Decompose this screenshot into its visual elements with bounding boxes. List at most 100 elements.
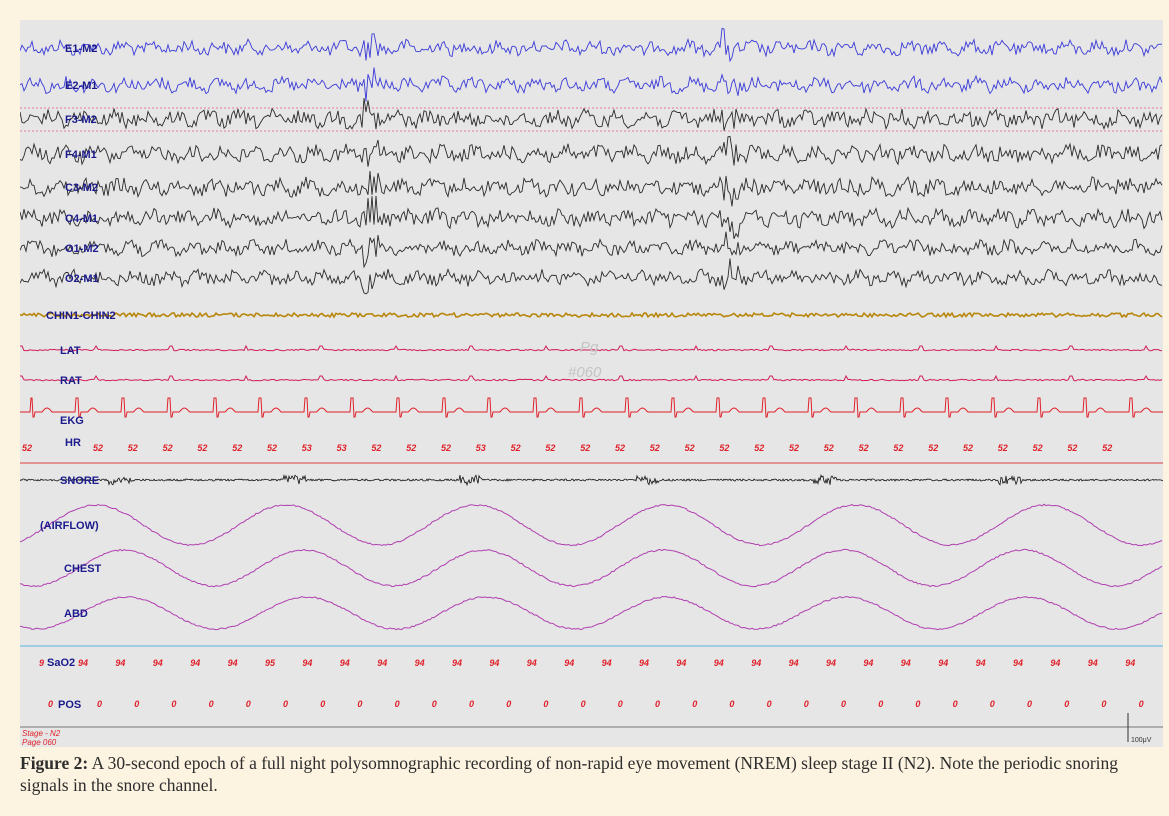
chest-label: CHEST — [64, 563, 102, 575]
hr-value: 52 — [1033, 443, 1043, 453]
pos-value: 0 — [283, 699, 288, 709]
sao2-value: 9 — [39, 658, 44, 668]
sao2-value: 95 — [265, 658, 276, 668]
snore-trace — [20, 473, 1163, 487]
hr-value: 52 — [824, 443, 834, 453]
pos-value: 0 — [209, 699, 214, 709]
o1-trace — [20, 231, 1163, 269]
pos-value: 0 — [767, 699, 772, 709]
sao2-value: 94 — [1125, 658, 1135, 668]
snore-label: SNORE — [60, 475, 99, 487]
chest-trace — [20, 548, 1163, 588]
c3-label: C3-M2 — [65, 182, 98, 194]
hr-value: 52 — [893, 443, 903, 453]
hr-value: 52 — [859, 443, 869, 453]
sao2-value: 94 — [901, 658, 911, 668]
hr-value: 52 — [441, 443, 451, 453]
o2-label: O2-M1 — [65, 273, 99, 285]
sao2-value: 94 — [976, 658, 986, 668]
caption-bold: Figure 2: — [20, 753, 89, 773]
pos-value: 0 — [48, 699, 53, 709]
hr-value: 53 — [302, 443, 312, 453]
pos-value: 0 — [357, 699, 362, 709]
sao2-value: 94 — [938, 658, 948, 668]
pos-value: 0 — [841, 699, 846, 709]
c4-trace — [20, 195, 1163, 239]
page-label: Page 060 — [22, 738, 57, 747]
hr-value: 52 — [267, 443, 277, 453]
sao2-value: 94 — [1050, 658, 1060, 668]
separator-lines — [20, 107, 1163, 728]
lat-trace — [20, 344, 1163, 352]
pos-value: 0 — [469, 699, 474, 709]
lat-label: LAT — [60, 345, 81, 357]
sao2-value: 94 — [228, 658, 238, 668]
hr-value: 52 — [406, 443, 416, 453]
o1-label: O1-M2 — [65, 243, 99, 255]
sao2-value: 94 — [527, 658, 537, 668]
f3-trace — [20, 98, 1163, 131]
sao2-value: 94 — [789, 658, 799, 668]
c3-trace — [20, 171, 1163, 207]
pos-value: 0 — [506, 699, 511, 709]
hr-value: 53 — [476, 443, 486, 453]
e1-label: E1-M2 — [65, 43, 97, 55]
sao2-value: 94 — [1013, 658, 1023, 668]
sao2-value: 94 — [602, 658, 612, 668]
hr-value: 52 — [128, 443, 138, 453]
pos-value: 0 — [97, 699, 102, 709]
sao2-value: 94 — [78, 658, 88, 668]
channel-labels: E1-M2 E2-M1 F3-M2 F4-M1 C3-M2 C4-M1 O1-M2 O2-M1… — [40, 43, 116, 711]
hr-value: 52 — [163, 443, 173, 453]
f4-label: F4-M1 — [65, 149, 97, 161]
hr-value: 52 — [615, 443, 625, 453]
pos-value: 0 — [581, 699, 586, 709]
rat-label: RAT — [60, 375, 82, 387]
sao2-value: 94 — [863, 658, 873, 668]
sao2-value: 94 — [1088, 658, 1098, 668]
e2-trace — [20, 67, 1163, 102]
hr-value: 52 — [650, 443, 660, 453]
sao2-value: 94 — [489, 658, 499, 668]
airflow-label: (AIRFLOW) — [40, 520, 99, 532]
hr-value: 52 — [1102, 443, 1112, 453]
sao2-value: 94 — [190, 658, 200, 668]
hr-value: 52 — [998, 443, 1008, 453]
hr-value: 52 — [754, 443, 764, 453]
pos-label: POS — [58, 699, 81, 711]
sao2-value: 94 — [714, 658, 724, 668]
signal-traces — [20, 27, 1163, 631]
ekg-label: EKG — [60, 415, 84, 427]
e2-label: E2-M1 — [65, 80, 97, 92]
hr-value: 52 — [22, 443, 32, 453]
sao2-value: 94 — [751, 658, 761, 668]
sao2-value: 94 — [826, 658, 836, 668]
pos-value: 0 — [320, 699, 325, 709]
watermark-line2: #060 — [568, 364, 602, 381]
watermark-line1: Pg — [580, 339, 599, 356]
f4-trace — [20, 135, 1163, 167]
hr-value: 52 — [1067, 443, 1077, 453]
pos-value: 0 — [1064, 699, 1069, 709]
hr-value: 52 — [511, 443, 521, 453]
pos-value: 0 — [878, 699, 883, 709]
sao2-value: 94 — [564, 658, 574, 668]
sao2-value: 94 — [377, 658, 387, 668]
pos-value: 0 — [953, 699, 958, 709]
sao2-value: 94 — [115, 658, 125, 668]
ekg-trace — [20, 397, 1163, 418]
hr-value: 52 — [232, 443, 242, 453]
pos-value: 0 — [618, 699, 623, 709]
pos-value: 0 — [543, 699, 548, 709]
pos-value: 0 — [655, 699, 660, 709]
scale-label: 100μV — [1131, 737, 1152, 744]
sao2-value: 94 — [452, 658, 462, 668]
sao2-value: 94 — [340, 658, 350, 668]
caption-text: A 30-second epoch of a full night polyso… — [20, 753, 1119, 795]
hr-value: 53 — [337, 443, 347, 453]
hr-value: 52 — [197, 443, 207, 453]
hr-value: 52 — [545, 443, 555, 453]
f3-label: F3-M2 — [65, 114, 97, 126]
hr-value: 52 — [685, 443, 695, 453]
hr-value: 52 — [789, 443, 799, 453]
